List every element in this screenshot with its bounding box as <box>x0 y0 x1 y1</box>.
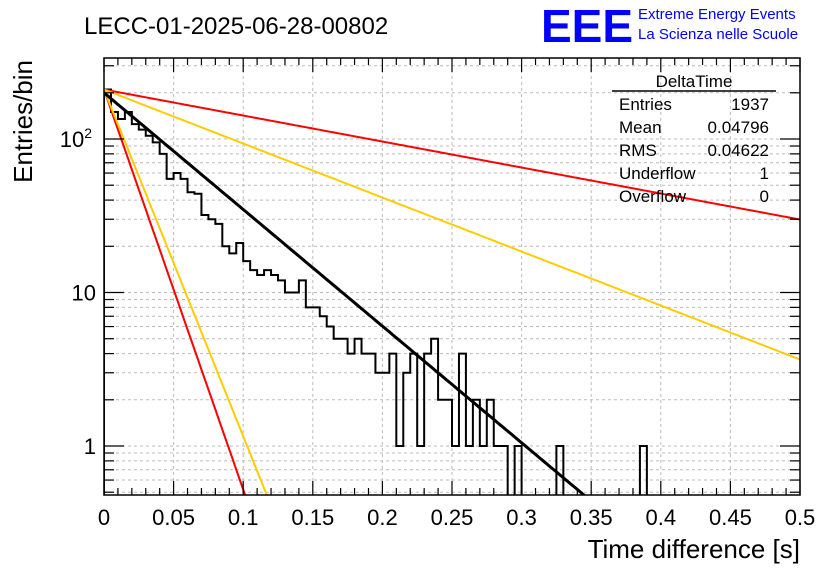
stats-label: Mean <box>619 118 662 137</box>
y-tick-label: 1 <box>84 434 96 459</box>
y-axis-label: Entries/bin <box>8 60 38 183</box>
stats-label: Underflow <box>619 164 696 183</box>
stats-label: Entries <box>619 95 672 114</box>
stats-value: 0.04622 <box>708 141 769 160</box>
x-tick-label: 0.05 <box>152 505 195 530</box>
fit-line <box>104 88 800 361</box>
plot-area <box>104 88 800 495</box>
stats-value: 1937 <box>731 95 769 114</box>
axes: 0 0.05 0.1 0.15 0.2 0.25 0.3 0.35 0.4 0.45 0.51101… <box>60 57 816 530</box>
x-tick-label: 0.45 <box>709 505 752 530</box>
stats-value: 1 <box>760 164 769 183</box>
stats-label: Overflow <box>619 187 687 206</box>
grid <box>104 58 800 495</box>
x-tick-label: 0.3 <box>506 505 537 530</box>
histogram-bars <box>104 88 523 495</box>
fit-line <box>104 89 247 495</box>
y-tick-label: 10 <box>72 281 96 306</box>
fit-line <box>104 88 800 221</box>
stats-title: DeltaTime <box>656 72 733 91</box>
x-axis-label: Time difference [s] <box>588 534 800 564</box>
fit-line <box>104 89 268 495</box>
eee-logo: EEE Extreme Energy Events La Scienza nel… <box>541 0 798 52</box>
x-tick-label: 0 <box>98 505 110 530</box>
x-tick-label: 0.15 <box>291 505 334 530</box>
logo-line-2: La Scienza nelle Scuole <box>638 26 798 43</box>
logo-line-1: Extreme Energy Events <box>638 6 796 23</box>
stats-box: DeltaTime Entries 1937 Mean 0.04796 RMS 0.046… <box>612 72 776 206</box>
fit-line <box>104 91 587 495</box>
x-tick-label: 0.1 <box>228 505 259 530</box>
logo-text: EEE <box>541 0 633 52</box>
stats-value: 0.04796 <box>708 118 769 137</box>
x-tick-label: 0.25 <box>431 505 474 530</box>
y-tick-label: 102 <box>60 125 92 152</box>
x-tick-label: 0.4 <box>646 505 677 530</box>
stats-value: 0 <box>760 187 769 206</box>
chart-title: LECC-01-2025-06-28-00802 <box>84 13 388 40</box>
x-tick-label: 0.5 <box>785 505 816 530</box>
histogram-spike <box>638 445 648 495</box>
stats-label: RMS <box>619 141 657 160</box>
x-tick-label: 0.35 <box>570 505 613 530</box>
x-tick-label: 0.2 <box>367 505 398 530</box>
